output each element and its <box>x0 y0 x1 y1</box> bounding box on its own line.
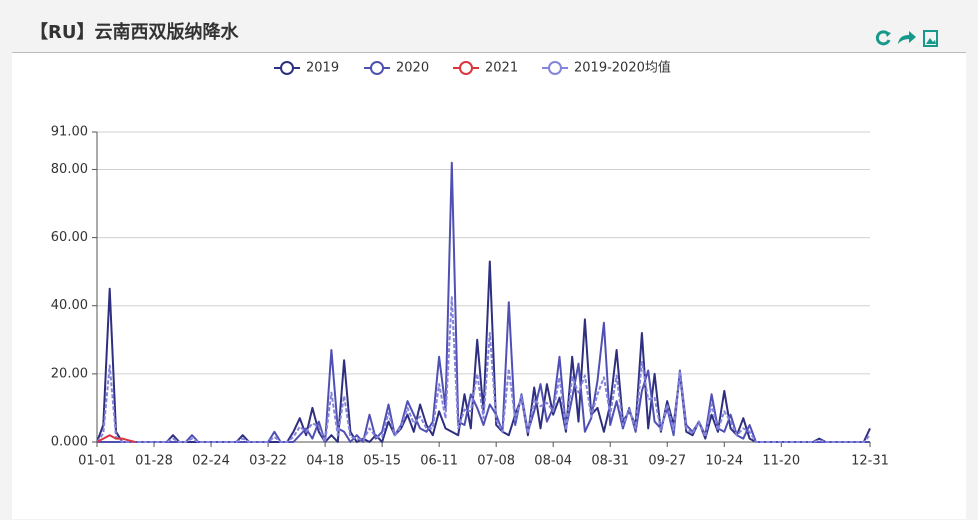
y-tick-label: 80.00 <box>51 162 88 177</box>
x-tick-label: 03-22 <box>249 454 287 469</box>
x-tick-label: 08-04 <box>534 454 572 469</box>
legend-symbol[interactable] <box>280 61 294 75</box>
chart: 0.000 20.00 40.00 60.00 80.00 91.00 01-01 01-28… <box>51 60 889 469</box>
x-tick-label: 11-20 <box>762 454 800 469</box>
x-tick-label: 12-31 <box>851 454 889 469</box>
y-tick-label: 0.000 <box>51 435 88 450</box>
refresh-icon[interactable] <box>875 30 891 46</box>
legend-symbol[interactable] <box>548 61 562 75</box>
legend-label[interactable]: 2019-2020均值 <box>574 60 671 76</box>
image-icon[interactable] <box>923 30 938 47</box>
y-tick-label: 20.00 <box>51 366 88 381</box>
series-line <box>96 260 871 443</box>
y-tick-label: 40.00 <box>51 298 88 313</box>
refresh-arrow <box>885 31 891 37</box>
legend-label[interactable]: 2020 <box>396 61 429 76</box>
series-line <box>96 434 136 443</box>
legend-label[interactable]: 2019 <box>306 61 339 76</box>
x-tick-label: 05-15 <box>363 454 401 469</box>
x-tick-label: 09-27 <box>648 454 686 469</box>
legend-symbol[interactable] <box>370 61 384 75</box>
legend-label[interactable]: 2021 <box>485 61 518 76</box>
x-tick-label: 07-08 <box>477 454 515 469</box>
page-title: 【RU】云南西双版纳降水 <box>30 22 239 43</box>
y-tick-label: 60.00 <box>51 230 88 245</box>
x-tick-label: 02-24 <box>192 454 230 469</box>
x-tick-label: 10-24 <box>705 454 743 469</box>
x-tick-label: 06-11 <box>420 454 458 469</box>
chart-panel: 0.000 20.00 40.00 60.00 80.00 91.00 01-01 01-28… <box>12 52 966 519</box>
legend-symbol[interactable] <box>459 61 473 75</box>
y-tick-label: 91.00 <box>51 125 88 140</box>
toolbar <box>875 30 938 47</box>
header: 【RU】云南西双版纳降水 <box>0 0 978 50</box>
x-tick-label: 08-31 <box>591 454 629 469</box>
x-tick-label: 04-18 <box>306 454 344 469</box>
image-icon-mountain <box>926 38 936 44</box>
x-tick-label: 01-28 <box>135 454 173 469</box>
share-icon[interactable] <box>898 31 916 44</box>
series-line <box>96 296 871 443</box>
x-tick-label: 01-01 <box>78 454 116 469</box>
